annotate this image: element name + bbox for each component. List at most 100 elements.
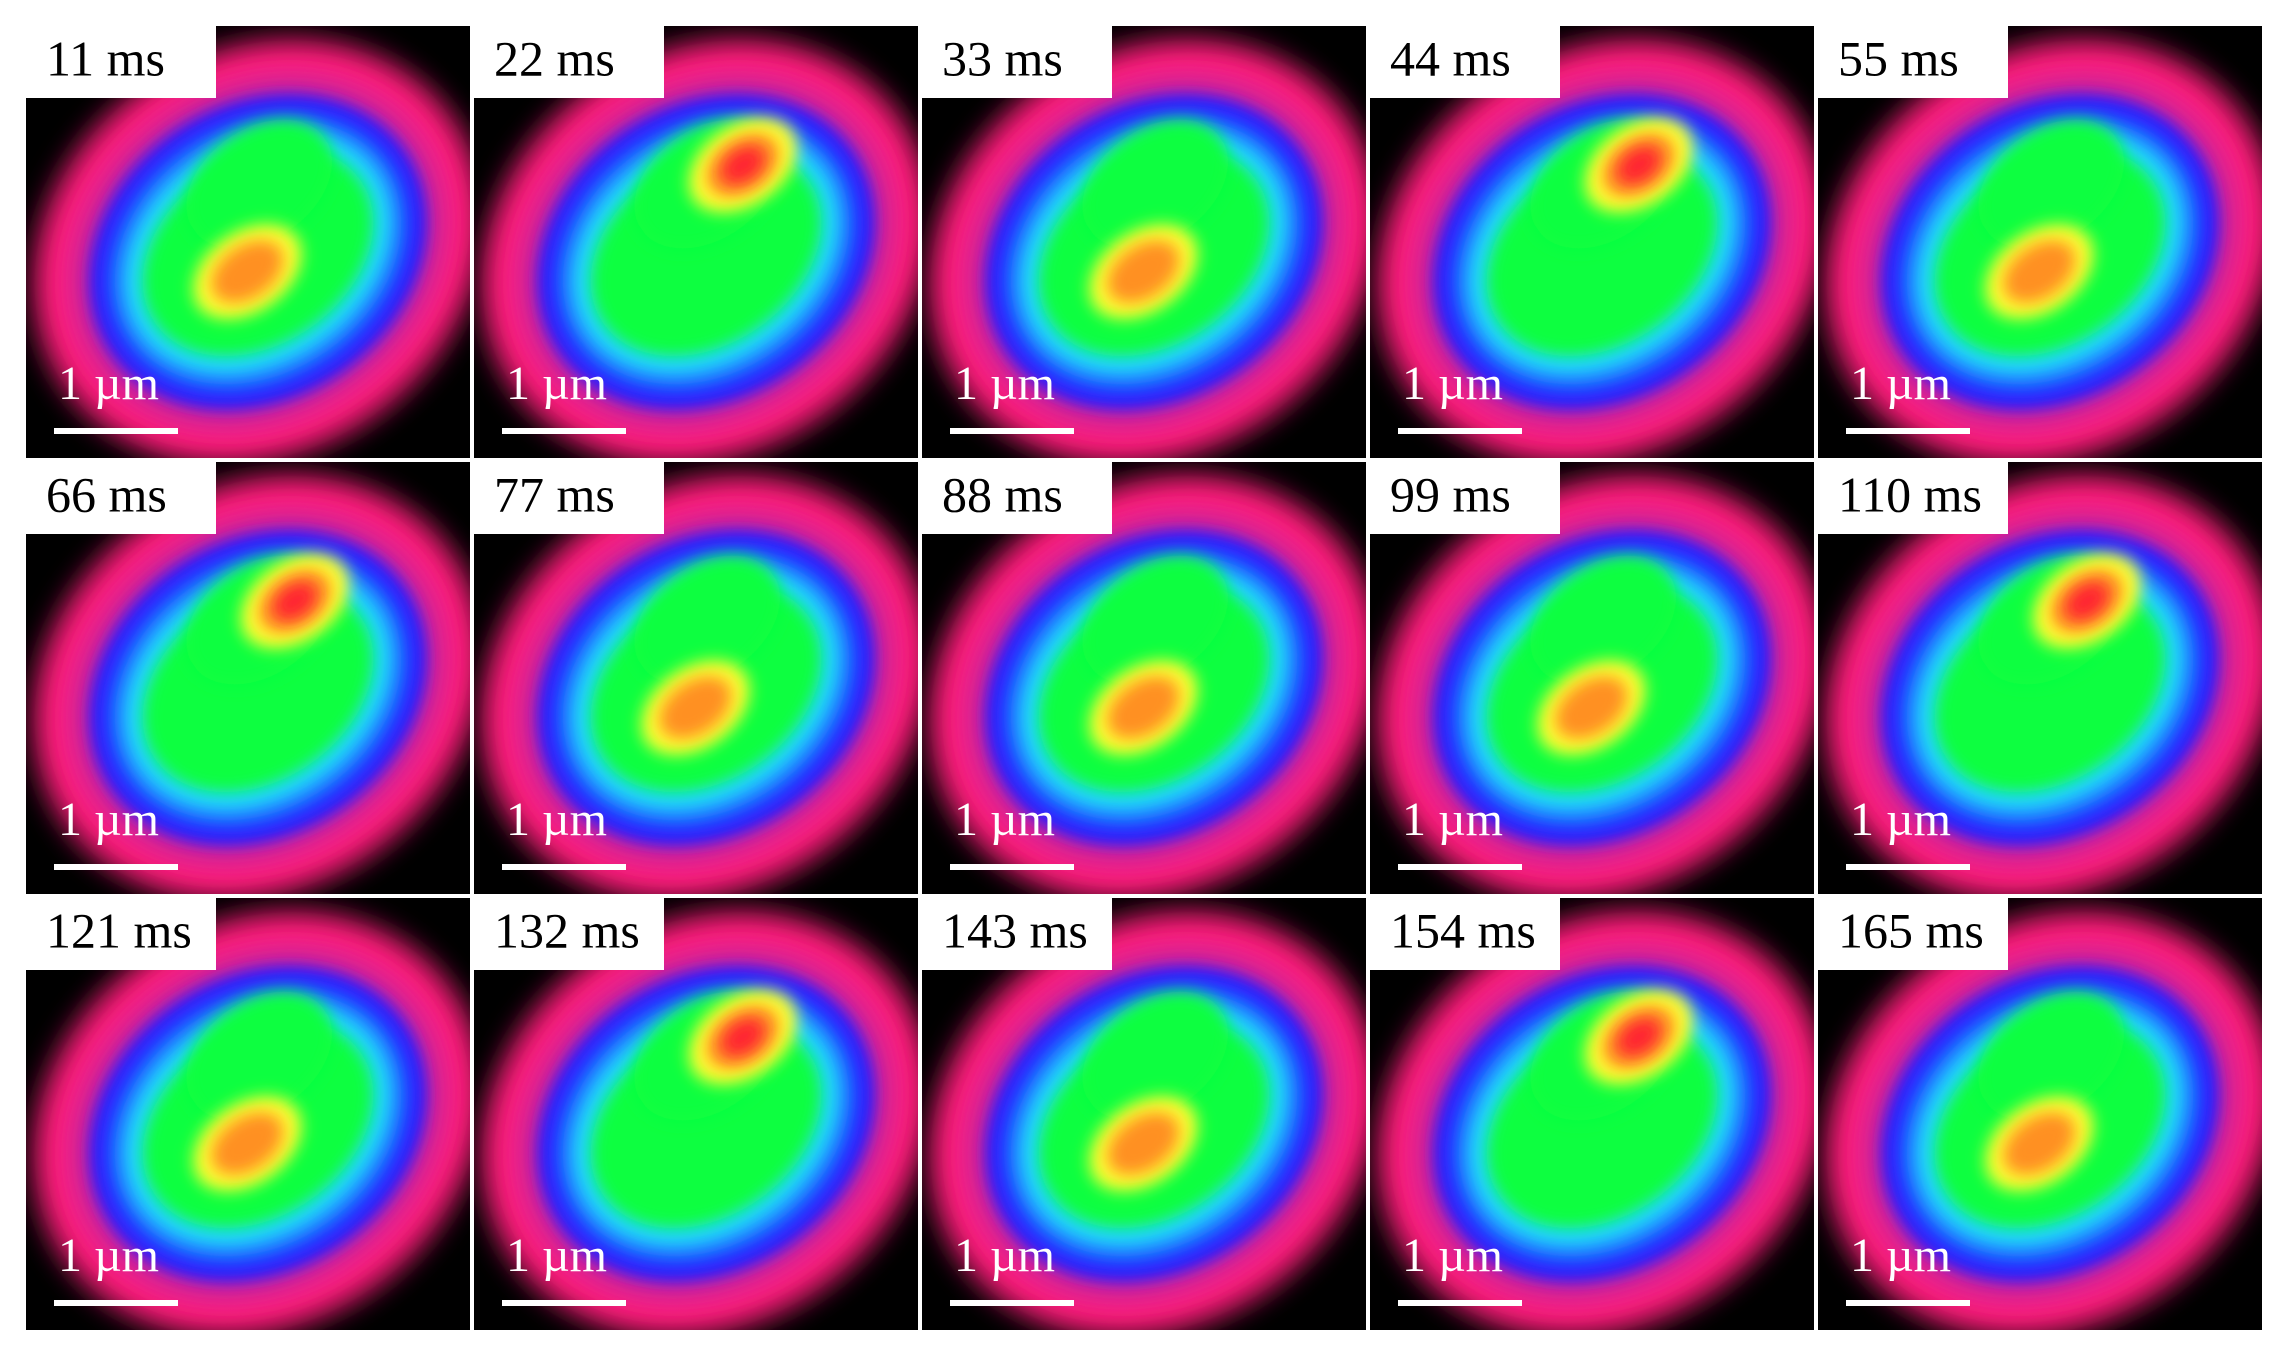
scale-label: 1 µm <box>1850 357 1951 410</box>
hotspot <box>273 582 317 621</box>
scale-label: 1 µm <box>506 1229 607 1282</box>
image-panel: 165 ms 1 µm <box>1818 898 2262 1330</box>
scale-bar <box>950 864 1074 870</box>
image-panel: 88 ms 1 µm <box>922 462 1366 894</box>
cell-image <box>1377 39 1814 458</box>
time-label: 55 ms <box>1838 30 1959 86</box>
image-panel: 33 ms 1 µm <box>922 26 1366 458</box>
time-label: 44 ms <box>1390 30 1511 86</box>
scale-label: 1 µm <box>954 1229 1055 1282</box>
hotspot <box>1617 1018 1661 1057</box>
time-label-box <box>474 26 664 98</box>
scale-label: 1 µm <box>954 357 1055 410</box>
scale-label: 1 µm <box>58 357 159 410</box>
intensity-layer <box>1082 555 1228 685</box>
scale-bar <box>54 1300 178 1306</box>
hotspot <box>2065 582 2109 621</box>
scale-bar <box>1846 864 1970 870</box>
time-label-box <box>1370 26 1560 98</box>
hotspot <box>721 1018 765 1057</box>
intensity-layer <box>1530 555 1676 685</box>
time-label-box <box>922 26 1112 98</box>
scale-label: 1 µm <box>506 793 607 846</box>
intensity-layer <box>1082 991 1228 1121</box>
time-label-box <box>26 898 216 970</box>
hotspot <box>659 676 732 739</box>
intensity-layer <box>1978 119 2124 249</box>
cell-image <box>481 39 918 458</box>
scale-bar <box>1398 428 1522 434</box>
intensity-layer <box>634 555 780 685</box>
scale-bar <box>950 1300 1074 1306</box>
cell-image <box>929 39 1366 458</box>
hotspot <box>211 240 284 303</box>
scale-bar <box>1846 428 1970 434</box>
time-label: 22 ms <box>494 30 615 86</box>
hotspot <box>1107 676 1180 739</box>
time-label: 143 ms <box>942 902 1088 958</box>
hotspot <box>1107 1112 1180 1175</box>
scale-label: 1 µm <box>58 1229 159 1282</box>
time-label-box <box>1818 898 2008 970</box>
scale-label: 1 µm <box>1402 357 1503 410</box>
time-label: 11 ms <box>46 30 165 86</box>
cell-image <box>1377 475 1814 894</box>
image-panel: 121 ms 1 µm <box>26 898 470 1330</box>
scale-bar <box>54 428 178 434</box>
image-panel: 154 ms 1 µm <box>1370 898 1814 1330</box>
cell-image <box>33 39 470 458</box>
hotspot <box>211 1112 284 1175</box>
cell-image <box>33 475 470 894</box>
time-label-box <box>26 26 216 98</box>
scale-bar <box>1398 1300 1522 1306</box>
intensity-layer <box>1082 119 1228 249</box>
scale-label: 1 µm <box>1850 1229 1951 1282</box>
time-label: 165 ms <box>1838 902 1984 958</box>
time-label: 99 ms <box>1390 466 1511 522</box>
hotspot <box>1617 146 1661 185</box>
scale-bar <box>502 1300 626 1306</box>
scale-label: 1 µm <box>1402 793 1503 846</box>
hotspot <box>1107 240 1180 303</box>
time-label: 121 ms <box>46 902 192 958</box>
image-panel: 66 ms 1 µm <box>26 462 470 894</box>
time-label: 77 ms <box>494 466 615 522</box>
image-panel: 99 ms 1 µm <box>1370 462 1814 894</box>
image-panel: 110 ms 1 µm <box>1818 462 2262 894</box>
image-panel: 11 ms 1 µm <box>26 26 470 458</box>
time-label: 66 ms <box>46 466 167 522</box>
scale-label: 1 µm <box>1402 1229 1503 1282</box>
hotspot <box>721 146 765 185</box>
time-label-box <box>922 462 1112 534</box>
hotspot <box>2003 1112 2076 1175</box>
intensity-layer <box>186 991 332 1121</box>
time-label-box <box>474 462 664 534</box>
intensity-layer <box>186 119 332 249</box>
cell-image <box>1825 911 2262 1330</box>
scale-bar <box>502 428 626 434</box>
scale-label: 1 µm <box>1850 793 1951 846</box>
time-label-box <box>1818 26 2008 98</box>
time-label-box <box>1818 462 2008 534</box>
time-label: 33 ms <box>942 30 1063 86</box>
time-label-box <box>1370 898 1560 970</box>
time-label: 154 ms <box>1390 902 1536 958</box>
scale-bar <box>1846 1300 1970 1306</box>
cell-image <box>1377 911 1814 1330</box>
time-label: 110 ms <box>1838 466 1982 522</box>
image-panel: 132 ms 1 µm <box>474 898 918 1330</box>
cell-image <box>481 475 918 894</box>
scale-bar <box>54 864 178 870</box>
intensity-layer <box>1978 991 2124 1121</box>
time-label-box <box>474 898 664 970</box>
cell-image <box>929 911 1366 1330</box>
cell-image <box>1825 39 2262 458</box>
scale-label: 1 µm <box>954 793 1055 846</box>
time-label: 88 ms <box>942 466 1063 522</box>
scale-bar <box>950 428 1074 434</box>
scale-label: 1 µm <box>506 357 607 410</box>
image-panel: 44 ms 1 µm <box>1370 26 1814 458</box>
time-label-box <box>26 462 216 534</box>
